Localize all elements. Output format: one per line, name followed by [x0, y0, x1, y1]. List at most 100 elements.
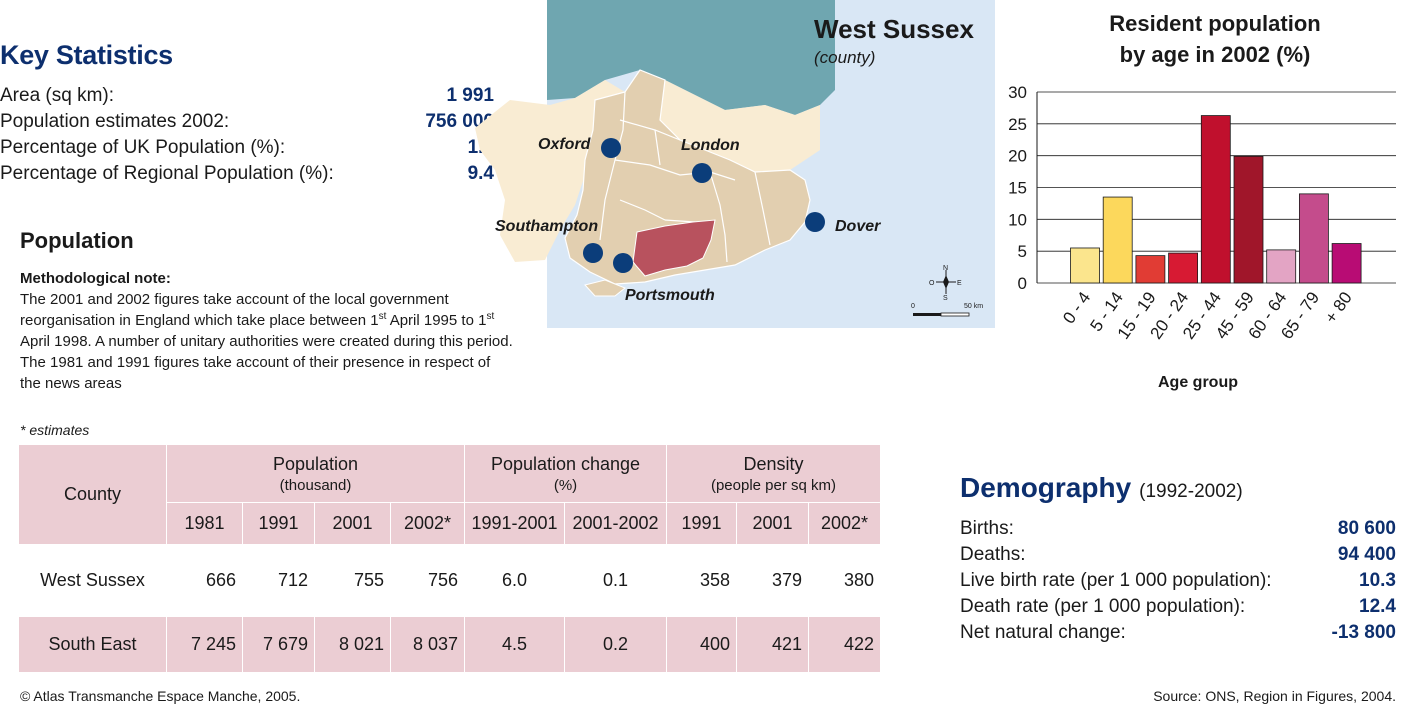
demo-row-births: Births: 80 600	[960, 516, 1396, 542]
city-marker-southampton	[583, 243, 603, 263]
demo-value: 10.3	[1359, 570, 1396, 591]
stat-row-population: Population estimates 2002: 756 000	[0, 109, 494, 135]
methodological-note-title: Methodological note:	[20, 270, 171, 287]
bar-7	[1266, 249, 1297, 284]
stat-label: Area (sq km):	[0, 85, 115, 106]
group-sublabel: (thousand)	[279, 476, 352, 494]
bar-6	[1233, 155, 1264, 284]
year-header: 2002*	[390, 502, 465, 545]
demo-value: 94 400	[1337, 544, 1396, 565]
bar-8	[1298, 193, 1329, 284]
stat-label: Percentage of UK Population (%):	[0, 137, 286, 158]
county-cell: West Sussex	[18, 544, 167, 617]
group-label: Population change	[490, 453, 641, 474]
population-heading: Population	[20, 228, 134, 253]
demography-period: (1992-2002)	[1139, 481, 1243, 502]
year-header: 1991	[666, 502, 737, 545]
year-header: 1981	[166, 502, 243, 545]
population-group-header: Population (thousand)	[166, 444, 465, 503]
y-tick-label: 25	[1008, 115, 1027, 134]
county-cell: South East	[18, 616, 167, 673]
table-row-west-sussex: West Sussex 666 712 755 756 6.0 0.1 358 …	[18, 544, 881, 617]
age-population-bar-chart: Resident population by age in 2002 (%) 0…	[1008, 11, 1396, 391]
bar-9	[1331, 243, 1362, 284]
demo-label: Births:	[960, 518, 1014, 539]
region-map: Oxford London Southampton Portsmouth Dov…	[475, 0, 995, 328]
bar-5	[1200, 115, 1231, 284]
estimates-footnote: * estimates	[20, 422, 90, 438]
map-west-sussex-county	[632, 219, 716, 277]
note-text: April 1995 to 1	[386, 312, 487, 329]
table-cell: 4.5	[464, 616, 565, 673]
demography-panel: Demography (1992-2002) Births: 80 600 De…	[960, 472, 1396, 646]
stat-value: 1 991	[446, 85, 494, 106]
year-header: 2001	[314, 502, 391, 545]
scale-end-label: 50 km	[964, 303, 983, 310]
year-header: 2002*	[808, 502, 881, 545]
map-neighbour-north	[660, 80, 820, 172]
demo-row-death-rate: Death rate (per 1 000 population): 12.4	[960, 594, 1396, 620]
map-teal-area	[547, 0, 995, 115]
table-cell: 7 679	[242, 616, 315, 673]
compass-w: O	[929, 280, 935, 287]
city-marker-dover	[805, 212, 825, 232]
table-cell: 422	[808, 616, 881, 673]
y-tick-label: 30	[1008, 83, 1027, 102]
demo-value: 12.4	[1359, 596, 1396, 617]
group-label: Population	[272, 453, 359, 474]
city-marker-portsmouth	[613, 253, 633, 273]
demo-label: Deaths:	[960, 544, 1026, 565]
methodological-note-body: The 2001 and 2002 figures take account o…	[20, 289, 515, 394]
chart-title-line-1: Resident population	[1109, 11, 1320, 36]
bar-1	[1070, 247, 1100, 284]
stat-label: Percentage of Regional Population (%):	[0, 163, 334, 184]
y-tick-label: 10	[1008, 210, 1027, 229]
bar-4	[1168, 252, 1199, 284]
year-header: 1991-2001	[464, 502, 565, 545]
demo-row-net-natural-change: Net natural change: -13 800	[960, 620, 1396, 646]
y-tick-label: 15	[1008, 179, 1027, 198]
chart-y-tick-labels: 0 5 10 15 20 25 30	[1008, 83, 1027, 293]
key-statistics-title: Key Statistics	[0, 40, 173, 70]
chart-title-line-2: by age in 2002 (%)	[1120, 42, 1311, 67]
table-cell: 8 021	[314, 616, 391, 673]
note-text: April 1998. A number of unitary authorit…	[20, 333, 513, 392]
chart-x-axis-label: Age group	[1158, 374, 1238, 391]
y-tick-label: 0	[1018, 274, 1027, 293]
table-cell: 358	[666, 544, 737, 617]
table-cell: 712	[242, 544, 315, 617]
demo-row-deaths: Deaths: 94 400	[960, 542, 1396, 568]
year-header: 1991	[242, 502, 315, 545]
table-cell: 400	[666, 616, 737, 673]
city-label-london: London	[681, 137, 740, 154]
demo-row-live-birth-rate: Live birth rate (per 1 000 population): …	[960, 568, 1396, 594]
copyright-notice: © Atlas Transmanche Espace Manche, 2005.	[20, 688, 301, 704]
stat-row-regional-percentage: Percentage of Regional Population (%): 9…	[0, 161, 494, 187]
group-sublabel: (%)	[553, 476, 578, 494]
map-scale-bar: 0 50 km	[911, 303, 983, 317]
city-label-portsmouth: Portsmouth	[625, 287, 715, 304]
population-change-group-header: Population change (%)	[464, 444, 667, 503]
table-cell: 380	[808, 544, 881, 617]
stat-row-uk-percentage: Percentage of UK Population (%): 1.3	[0, 135, 494, 161]
compass-n: N	[943, 265, 948, 272]
bar-2	[1102, 196, 1133, 284]
table-row-south-east: South East 7 245 7 679 8 021 8 037 4.5 0…	[18, 616, 881, 673]
county-column-header: County	[18, 444, 167, 545]
table-cell: 379	[736, 544, 809, 617]
city-label-southampton: Southampton	[495, 218, 598, 235]
year-header: 2001-2002	[564, 502, 667, 545]
table-cell: 0.2	[564, 616, 667, 673]
density-group-header: Density (people per sq km)	[666, 444, 881, 503]
scale-start-label: 0	[911, 303, 915, 310]
group-sublabel: (people per sq km)	[710, 476, 837, 494]
city-label-dover: Dover	[835, 218, 881, 235]
source-note: Source: ONS, Region in Figures, 2004.	[1153, 688, 1396, 704]
map-county-boundaries	[599, 91, 771, 263]
table-cell: 7 245	[166, 616, 243, 673]
key-statistics-panel: Key Statistics Area (sq km): 1 991 Popul…	[0, 40, 500, 187]
demo-label: Net natural change:	[960, 622, 1126, 643]
table-cell: 755	[314, 544, 391, 617]
table-cell: 8 037	[390, 616, 465, 673]
